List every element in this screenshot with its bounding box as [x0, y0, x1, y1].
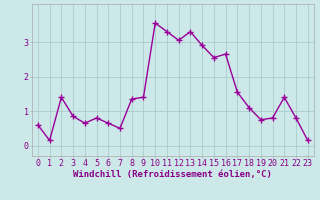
- X-axis label: Windchill (Refroidissement éolien,°C): Windchill (Refroidissement éolien,°C): [73, 170, 272, 179]
